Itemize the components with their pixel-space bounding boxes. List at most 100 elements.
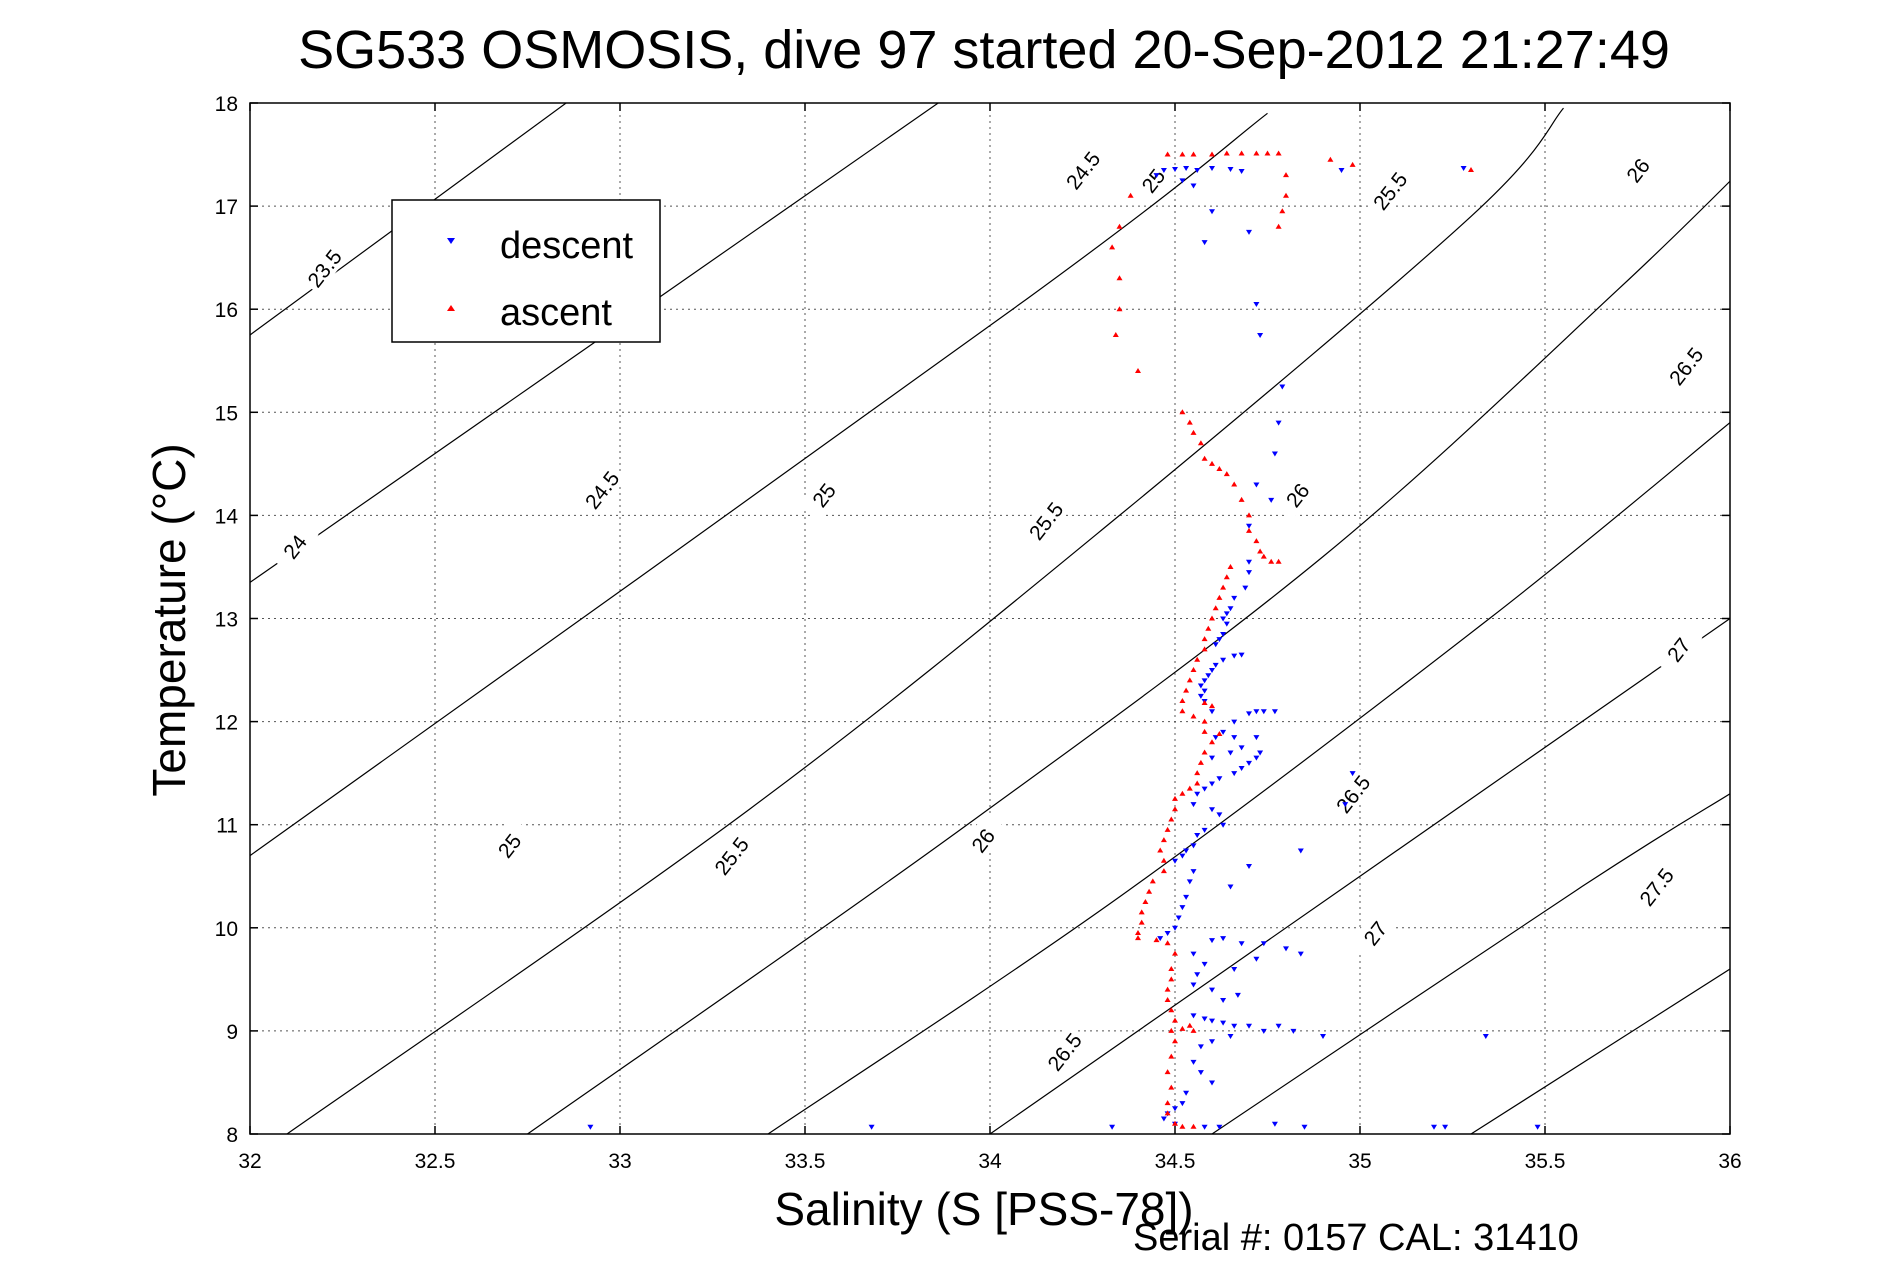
descent-point (1179, 853, 1186, 859)
contour-label-bg (1126, 152, 1178, 207)
ascent-point (1209, 703, 1215, 709)
series-ascent (1109, 150, 1474, 1129)
ascent-point (1264, 150, 1271, 156)
ascent-point (1223, 574, 1230, 580)
descent-point (1172, 858, 1178, 864)
descent-point (1431, 1124, 1437, 1130)
legend-descent-label: descent (500, 225, 634, 267)
y-tick-label: 13 (215, 609, 238, 632)
descent-point (1220, 822, 1227, 828)
contour-label: 24.5 (575, 462, 626, 516)
descent-point (1231, 1023, 1238, 1029)
axis-ticks: 32 32.5 33 33.5 34 34.5 35 35.5 36 8 9 10 11 12 13 14 15… (215, 93, 1742, 1173)
ascent-point (1172, 1120, 1178, 1126)
contour-label-bg (956, 812, 1007, 867)
contour-label-bg (1659, 338, 1710, 393)
descent-point (1246, 570, 1252, 576)
descent-point (1482, 1034, 1489, 1040)
ascent-point (1209, 615, 1215, 621)
descent-point (1271, 451, 1278, 457)
ascent-point (1183, 687, 1190, 693)
descent-point (1227, 1034, 1234, 1040)
ascent-point (1138, 919, 1145, 925)
descent-point (1257, 332, 1264, 338)
descent-point (1242, 585, 1249, 591)
descent-point (1223, 621, 1230, 627)
descent-point (1194, 168, 1201, 174)
descent-point (1231, 653, 1238, 659)
ascent-point (1168, 1053, 1175, 1059)
ascent-point (1201, 700, 1208, 706)
descent-point (1183, 848, 1190, 854)
ascent-point (1186, 1022, 1193, 1028)
contour-label-bg (1630, 859, 1681, 913)
ascent-point (1168, 1084, 1175, 1090)
descent-point (1209, 938, 1215, 944)
contour-line-24-5 (250, 112, 1268, 857)
ascent-point (1257, 548, 1264, 554)
contour-label-bg (1038, 1023, 1089, 1078)
descent-point (1216, 1124, 1223, 1130)
ascent-point (1186, 419, 1193, 425)
descent-point (1220, 1020, 1227, 1026)
descent-point (1246, 523, 1252, 529)
y-tick-label: 10 (215, 918, 238, 941)
descent-point (1190, 1059, 1197, 1065)
ascent-point (1172, 950, 1178, 956)
ascent-point (1190, 667, 1197, 673)
y-tick-label: 8 (226, 1124, 238, 1147)
ascent-point (1172, 795, 1178, 801)
data-points (587, 150, 1541, 1130)
x-tick-label: 34.5 (1155, 1150, 1196, 1173)
contour-label-bg (575, 462, 626, 516)
contour-label: 26 (1271, 467, 1322, 522)
descent-point (1160, 1116, 1167, 1122)
descent-point (1190, 1013, 1197, 1019)
ascent-point (1201, 636, 1208, 642)
ascent-point (1164, 1069, 1171, 1075)
ascent-point (1201, 718, 1208, 724)
ascent-point (1164, 986, 1171, 992)
descent-point (1209, 1080, 1215, 1086)
ascent-point (1275, 558, 1282, 564)
ascent-point (1253, 538, 1260, 544)
ascent-point (1164, 996, 1171, 1002)
ascent-point (1109, 244, 1116, 250)
descent-point (1271, 709, 1278, 715)
density-contour-labels: 23.52424.524.525252525.525.525.526262626… (268, 142, 1710, 1078)
descent-point (1190, 869, 1197, 875)
descent-point (1231, 735, 1238, 741)
descent-point (1246, 229, 1252, 235)
descent-point (1349, 771, 1356, 777)
ascent-point (1153, 937, 1160, 943)
descent-point (1157, 936, 1164, 942)
descent-point (1190, 951, 1197, 957)
ascent-point (1179, 790, 1186, 796)
descent-point (1253, 709, 1260, 715)
legend-ascent-marker (447, 305, 455, 311)
y-tick-label: 14 (215, 505, 239, 528)
descent-point (1212, 642, 1219, 648)
descent-point (1209, 781, 1215, 787)
descent-point (1197, 683, 1204, 689)
descent-point (1212, 735, 1219, 741)
ascent-point (1201, 646, 1208, 652)
y-tick-label: 12 (215, 712, 238, 735)
ascent-point (1179, 1025, 1186, 1031)
contour-label-bg (483, 817, 534, 872)
descent-point (1253, 302, 1260, 308)
descent-point (1460, 165, 1467, 171)
ascent-point (1172, 806, 1178, 812)
contour-line-26-5 (989, 618, 1730, 1134)
ascent-point (1190, 1027, 1197, 1033)
ascent-point (1135, 935, 1141, 941)
contour-label-bg (268, 518, 319, 573)
descent-point (1338, 168, 1345, 174)
ascent-point (1179, 409, 1186, 415)
descent-point (1153, 173, 1160, 179)
descent-point (1271, 1121, 1278, 1127)
descent-point (1179, 905, 1186, 911)
ascent-point (1275, 150, 1282, 156)
descent-point (1209, 755, 1215, 761)
descent-point (1172, 166, 1178, 172)
